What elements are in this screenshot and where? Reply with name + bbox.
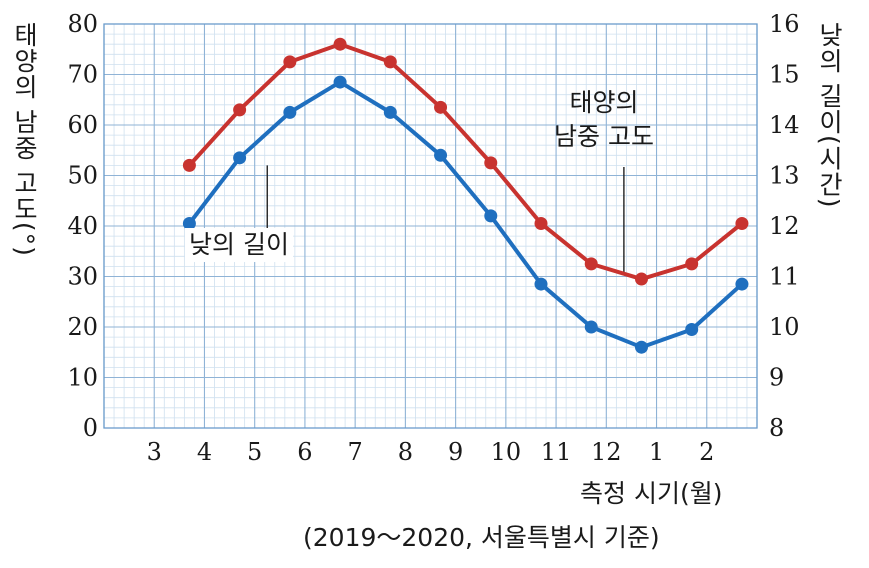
day-length-point xyxy=(233,151,247,165)
y-right-axis-label: 낮의 길이(시간) xyxy=(815,22,844,209)
x-tick-label: 8 xyxy=(398,438,413,466)
solar-altitude-point xyxy=(634,272,648,286)
x-tick-label: 1 xyxy=(649,438,664,466)
day-length-point xyxy=(484,209,498,223)
x-axis-label: 측정 시기(월) xyxy=(580,479,723,508)
annotation-day-length-line1: 낮의 길이 xyxy=(189,230,289,259)
solar-altitude-point xyxy=(383,55,397,69)
day-length-point xyxy=(685,323,699,337)
y-left-ticks: 0 10 20 30 40 50 60 70 80 xyxy=(67,10,98,442)
y-right-tick-label: 10 xyxy=(769,313,800,341)
annotation-solar-altitude: 태양의 남중 고도 xyxy=(554,86,654,154)
annotation-leaders xyxy=(266,165,625,273)
y-right-ticks: 8 9 10 11 12 13 14 15 16 xyxy=(769,10,800,442)
chart-caption: (2019～2020, 서울특별시 기준) xyxy=(303,523,660,552)
y-left-tick-label: 40 xyxy=(67,212,98,240)
day-length-point xyxy=(434,148,448,162)
solar-altitude-point xyxy=(233,103,247,117)
y-right-tick-label: 14 xyxy=(769,111,800,139)
y-left-tick-label: 0 xyxy=(83,414,98,442)
day-length-point xyxy=(584,320,598,334)
grid-major xyxy=(103,23,758,429)
x-tick-label: 4 xyxy=(197,438,212,466)
solar-altitude-point xyxy=(584,257,598,271)
x-tick-label: 7 xyxy=(348,438,363,466)
y-right-tick-label: 13 xyxy=(769,162,800,190)
y-left-axis-label: 태양의 남중 고도(°) xyxy=(10,22,39,257)
y-right-tick-label: 12 xyxy=(769,212,800,240)
solar-altitude-point xyxy=(484,156,498,170)
day-length-point xyxy=(182,216,196,230)
day-length-point xyxy=(735,277,749,291)
y-left-tick-label: 80 xyxy=(67,10,98,38)
series-layer xyxy=(182,37,749,354)
y-right-tick-label: 8 xyxy=(769,414,784,442)
solar-altitude-point xyxy=(534,216,548,230)
solar-altitude-point xyxy=(685,257,699,271)
day-length-point xyxy=(283,105,297,119)
solar-altitude-point xyxy=(283,55,297,69)
x-tick-label: 3 xyxy=(147,438,162,466)
x-tick-label: 11 xyxy=(541,438,572,466)
solar-altitude-point xyxy=(333,37,347,51)
solar-altitude-point xyxy=(434,100,448,114)
x-tick-label: 5 xyxy=(247,438,262,466)
day-length-point xyxy=(333,75,347,89)
day-length-point xyxy=(534,277,548,291)
y-left-tick-label: 60 xyxy=(67,111,98,139)
day-length-point xyxy=(383,105,397,119)
y-left-tick-label: 10 xyxy=(67,364,98,392)
solar-altitude-line xyxy=(187,42,744,282)
y-right-tick-label: 9 xyxy=(769,364,784,392)
y-left-tick-label: 20 xyxy=(67,313,98,341)
y-left-tick-label: 70 xyxy=(67,61,98,89)
x-tick-label: 2 xyxy=(699,438,714,466)
y-left-tick-label: 50 xyxy=(67,162,98,190)
annotation-solar-altitude-line1: 태양의 xyxy=(569,88,639,117)
day-length-line xyxy=(187,80,744,350)
annotation-solar-altitude-line2: 남중 고도 xyxy=(554,122,654,151)
y-right-tick-label: 15 xyxy=(769,61,800,89)
x-tick-label: 12 xyxy=(591,438,622,466)
x-tick-label: 10 xyxy=(491,438,522,466)
y-left-tick-label: 30 xyxy=(67,263,98,291)
x-tick-label: 6 xyxy=(297,438,312,466)
y-right-tick-label: 11 xyxy=(769,263,800,291)
annotation-day-length: 낮의 길이 xyxy=(185,228,293,262)
day-length-point xyxy=(634,340,648,354)
y-right-tick-label: 16 xyxy=(769,10,800,38)
x-ticks: 3 4 5 6 7 8 9 10 11 12 1 2 xyxy=(147,438,715,466)
solar-altitude-point xyxy=(735,216,749,230)
plot-frame xyxy=(103,23,758,429)
solar-altitude-point xyxy=(182,158,196,172)
x-tick-label: 9 xyxy=(448,438,463,466)
